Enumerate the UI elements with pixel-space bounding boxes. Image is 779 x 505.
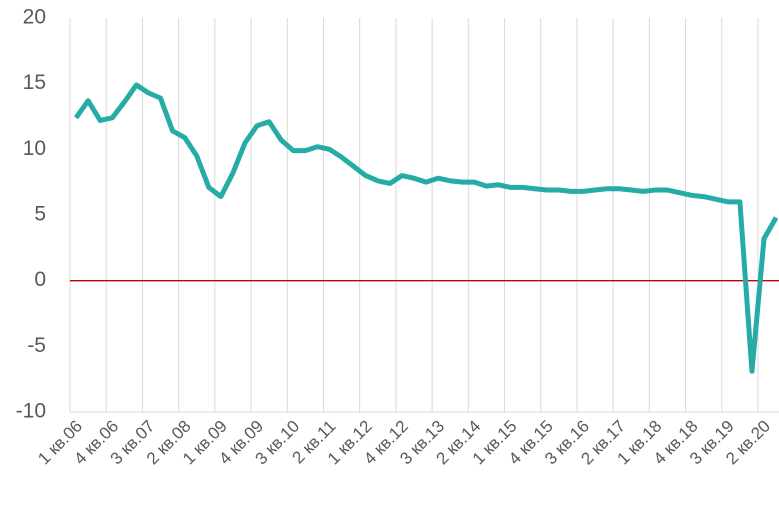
y-tick-label: 20 — [23, 6, 46, 29]
y-tick-label: 0 — [34, 268, 46, 291]
y-tick-label: -5 — [27, 334, 46, 357]
y-tick-label: 5 — [34, 203, 46, 226]
y-tick-label: 10 — [23, 137, 46, 160]
y-tick-label: 15 — [23, 71, 46, 94]
series-line — [73, 82, 779, 374]
y-tick-label: -10 — [16, 400, 46, 423]
